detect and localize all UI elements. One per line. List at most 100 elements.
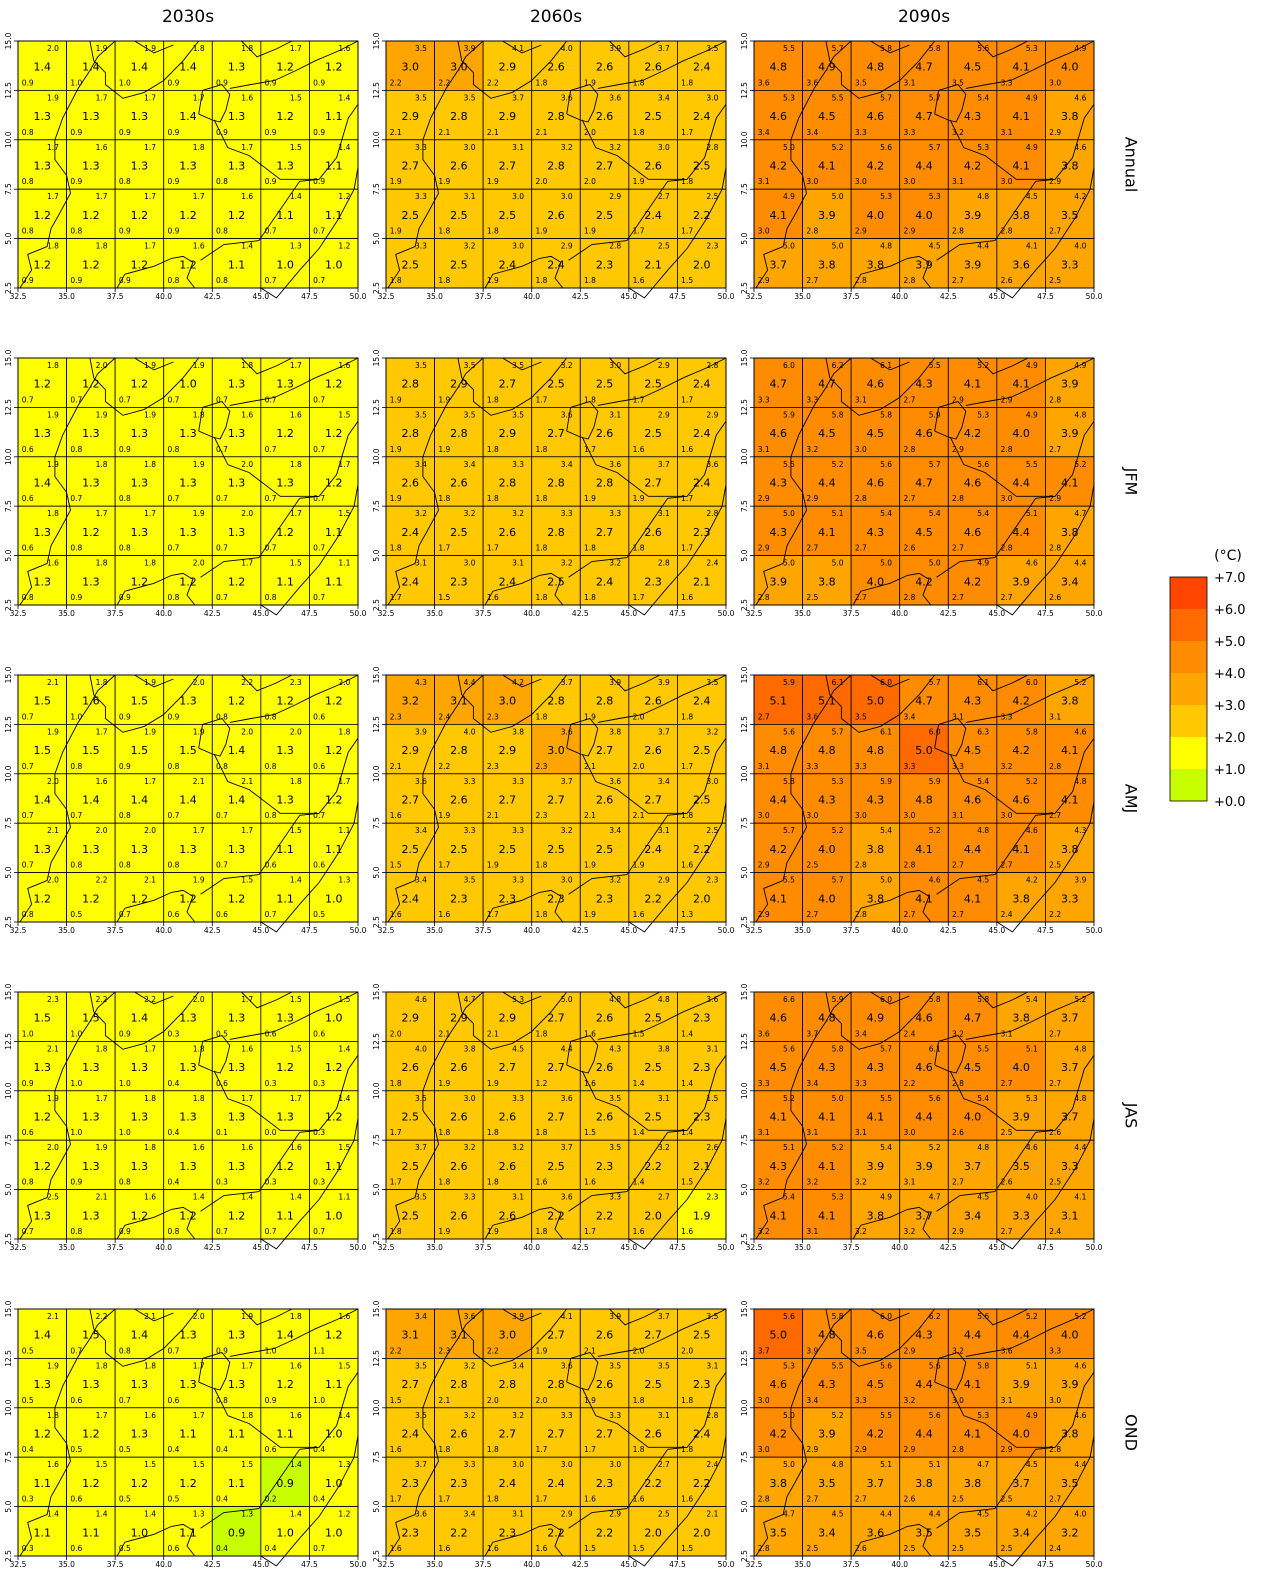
cell-median-value: 3.8 xyxy=(867,843,885,856)
cell-upper-value: 1.6 xyxy=(47,559,59,568)
cell-median-value: 2.4 xyxy=(402,575,420,588)
cell-upper-value: 5.0 xyxy=(783,1460,795,1469)
cell-median-value: 4.2 xyxy=(1012,695,1030,708)
cell-lower-value: 2.5 xyxy=(1049,861,1061,870)
cell-upper-value: 3.6 xyxy=(561,1361,573,1370)
cell-median-value: 2.6 xyxy=(450,1160,468,1173)
cell-lower-value: 1.5 xyxy=(390,1396,402,1405)
cell-lower-value: 0.7 xyxy=(265,395,277,404)
cell-median-value: 4.4 xyxy=(770,794,788,807)
cell-lower-value: 0.2 xyxy=(265,1495,277,1504)
x-tick-label: 50.0 xyxy=(350,1243,367,1252)
cell-median-value: 2.5 xyxy=(402,1160,420,1173)
grid-cell xyxy=(996,1506,1046,1557)
panel-frame xyxy=(17,357,359,606)
cell-median-value: 4.5 xyxy=(915,526,933,539)
map-line xyxy=(502,991,542,1005)
x-tick-label: 47.5 xyxy=(1037,1560,1054,1569)
cell-upper-value: 3.2 xyxy=(464,1361,476,1370)
grid-cell xyxy=(531,456,581,507)
map-line xyxy=(936,737,1095,895)
x-tick-label: 47.5 xyxy=(669,1243,686,1252)
map-line xyxy=(977,40,1029,58)
cell-upper-value: 1.3 xyxy=(241,1510,253,1519)
cell-lower-value: 1.9 xyxy=(487,177,499,186)
cell-lower-value: 1.9 xyxy=(438,811,450,820)
cell-lower-value: 2.1 xyxy=(535,128,547,137)
cell-lower-value: 2.8 xyxy=(855,494,867,503)
cell-lower-value: 1.8 xyxy=(535,1128,547,1137)
cell-median-value: 2.2 xyxy=(693,843,711,856)
cell-lower-value: 1.8 xyxy=(535,861,547,870)
cell-lower-value: 3.2 xyxy=(1001,762,1013,771)
y-tick-label: 10.0 xyxy=(372,448,381,465)
y-tick-label: 2.5 xyxy=(4,1550,13,1562)
cell-upper-value: 3.1 xyxy=(658,1411,670,1420)
cell-upper-value: 3.3 xyxy=(415,143,427,152)
cell-median-value: 3.0 xyxy=(402,61,420,74)
cell-median-value: 1.0 xyxy=(325,1428,343,1441)
cell-median-value: 2.7 xyxy=(547,1012,565,1025)
cell-upper-value: 1.7 xyxy=(144,1044,156,1053)
grid-cell xyxy=(531,1456,581,1507)
cell-upper-value: 4.1 xyxy=(1074,1193,1086,1202)
cell-median-value: 2.6 xyxy=(596,1061,614,1074)
map-line xyxy=(387,40,484,289)
cell-median-value: 1.2 xyxy=(34,258,52,271)
x-tick-label: 32.5 xyxy=(10,609,27,618)
cell-upper-value: 2.4 xyxy=(706,1460,718,1469)
grid-cell xyxy=(996,1358,1046,1409)
grid-cell xyxy=(114,773,165,824)
period-header: 2030s xyxy=(162,7,214,27)
cell-median-value: 4.4 xyxy=(1012,1329,1030,1342)
cell-upper-value: 4.5 xyxy=(977,876,989,885)
cell-upper-value: 1.8 xyxy=(193,410,205,419)
cell-median-value: 2.2 xyxy=(644,1477,662,1490)
cell-lower-value: 0.7 xyxy=(313,1544,325,1553)
cell-upper-value: 1.9 xyxy=(193,361,205,370)
cell-upper-value: 3.2 xyxy=(561,143,573,152)
cell-upper-value: 1.8 xyxy=(96,1044,108,1053)
x-tick-label: 35.0 xyxy=(426,1243,443,1252)
cell-upper-value: 3.2 xyxy=(464,242,476,251)
cell-lower-value: 3.3 xyxy=(952,762,964,771)
cell-median-value: 3.0 xyxy=(499,1329,517,1342)
cell-lower-value: 1.4 xyxy=(681,1128,693,1137)
cell-lower-value: 2.0 xyxy=(633,712,645,721)
cell-upper-value: 6.1 xyxy=(880,361,892,370)
cell-upper-value: 1.7 xyxy=(144,509,156,518)
cell-median-value: 2.5 xyxy=(450,526,468,539)
cell-median-value: 2.4 xyxy=(644,843,662,856)
cell-median-value: 1.4 xyxy=(131,1329,149,1342)
cell-upper-value: 1.9 xyxy=(47,727,59,736)
cell-median-value: 4.1 xyxy=(964,1378,982,1391)
x-tick-label: 47.5 xyxy=(301,1560,318,1569)
cell-upper-value: 3.9 xyxy=(658,678,670,687)
cell-median-value: 2.5 xyxy=(499,843,517,856)
map-line xyxy=(628,1435,727,1567)
cell-median-value: 2.3 xyxy=(547,892,565,905)
cell-lower-value: 2.3 xyxy=(487,762,499,771)
legend-label: +1.0 xyxy=(1214,763,1246,778)
cell-median-value: 2.6 xyxy=(450,794,468,807)
season-label: AMJ xyxy=(1122,784,1141,813)
cell-median-value: 1.1 xyxy=(228,258,246,271)
map-panel: 6.64.63.65.94.83.76.04.93.45.84.62.45.84… xyxy=(740,983,1103,1252)
grid-cell xyxy=(753,1506,803,1557)
grid-cell xyxy=(1045,1090,1095,1141)
cell-upper-value: 3.2 xyxy=(464,1411,476,1420)
cell-median-value: 1.3 xyxy=(131,843,149,856)
cell-median-value: 1.3 xyxy=(131,427,149,440)
cell-lower-value: 3.2 xyxy=(952,128,964,137)
map-line xyxy=(213,1387,318,1448)
cell-upper-value: 4.1 xyxy=(561,1312,573,1321)
cell-upper-value: 1.9 xyxy=(47,1094,59,1103)
cell-lower-value: 0.4 xyxy=(167,1079,179,1088)
y-tick-label: 2.5 xyxy=(372,599,381,611)
cell-lower-value: 1.0 xyxy=(70,712,82,721)
cell-median-value: 4.1 xyxy=(1012,378,1030,391)
map-line xyxy=(134,357,174,371)
cell-upper-value: 2.2 xyxy=(144,995,156,1004)
cell-median-value: 2.3 xyxy=(644,575,662,588)
cell-median-value: 2.3 xyxy=(450,892,468,905)
